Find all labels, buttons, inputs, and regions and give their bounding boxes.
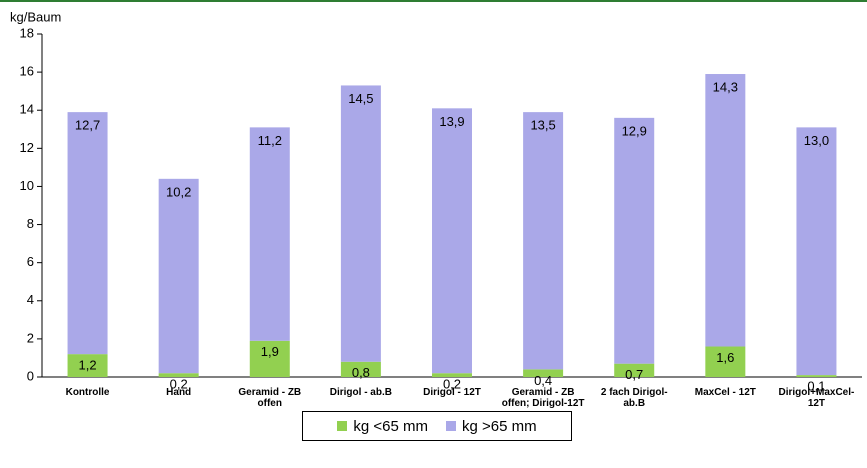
legend-item: kg >65 mm: [446, 418, 537, 435]
bar-segment: [614, 363, 655, 377]
y-tick-label: 10: [20, 178, 34, 193]
y-axis-label: kg/Baum: [10, 9, 61, 24]
y-tick-label: 14: [20, 102, 34, 117]
bar-segment: [432, 373, 472, 377]
bar-segment: [796, 127, 837, 376]
value-label: 1,2: [79, 358, 97, 373]
value-label: 13,0: [804, 133, 829, 148]
bar-segment: [249, 340, 290, 377]
value-label: 12,9: [622, 123, 647, 138]
y-tick-label: 6: [27, 254, 34, 269]
value-label: 13,5: [530, 118, 555, 133]
x-tick-label: Geramid - ZB offen: [238, 387, 302, 409]
y-tick-label: 18: [20, 25, 34, 40]
value-label: 0,4: [534, 373, 552, 388]
bar-segment: [796, 375, 837, 377]
bar-segment: [523, 112, 564, 370]
x-tick-label: Dirigol+MaxCel-12T: [778, 387, 855, 409]
y-tick-label: 8: [27, 216, 34, 231]
legend-swatch: [337, 420, 348, 431]
bar-segment: [523, 369, 564, 377]
x-tick-label: Dirigol - ab.B: [329, 387, 392, 398]
bar-segment: [705, 346, 746, 377]
bar-segment: [705, 74, 746, 347]
legend: kg <65 mm kg >65 mm: [302, 411, 572, 441]
value-label: 13,9: [439, 114, 464, 129]
x-tick-label: 2 fach Dirigol-ab.B: [600, 387, 668, 409]
bar-segment: [158, 178, 199, 374]
x-tick-label: Dirigol - 12T: [423, 387, 481, 398]
value-label: 0,1: [807, 379, 825, 394]
y-tick-label: 4: [27, 292, 34, 307]
bar-segment: [340, 361, 381, 377]
y-tick-label: 12: [20, 140, 34, 155]
x-tick-label: MaxCel - 12T: [694, 387, 756, 398]
bar-segment: [158, 373, 199, 377]
bar-segment: [614, 117, 655, 364]
value-label: 14,3: [713, 79, 738, 94]
value-label: 0,2: [443, 377, 461, 392]
value-label: 12,7: [75, 118, 100, 133]
x-tick-label: Geramid - ZB offen; Dirigol-12T: [501, 387, 585, 409]
bar-segment: [67, 112, 108, 355]
legend-label: kg >65 mm: [462, 417, 537, 435]
value-label: 14,5: [348, 91, 373, 106]
value-label: 0,8: [352, 365, 370, 380]
value-label: 10,2: [166, 184, 191, 199]
bar-segment: [340, 85, 381, 362]
x-tick-label: Kontrolle: [65, 387, 110, 398]
y-tick-label: 2: [27, 330, 34, 345]
value-label: 11,2: [258, 133, 282, 148]
value-label: 0,2: [170, 377, 188, 392]
value-label: 0,7: [625, 367, 643, 382]
bar-segment: [432, 108, 472, 374]
y-tick-label: 0: [27, 368, 34, 383]
bar-segment: [67, 354, 108, 377]
x-tick-label: Hand: [166, 387, 192, 398]
legend-item: kg <65 mm: [337, 418, 428, 435]
y-tick-label: 16: [20, 64, 34, 79]
legend-swatch: [446, 420, 456, 431]
legend-label: kg <65 mm: [353, 417, 428, 435]
value-label: 1,9: [261, 344, 279, 359]
value-label: 1,6: [716, 350, 734, 365]
bar-segment: [249, 127, 290, 341]
